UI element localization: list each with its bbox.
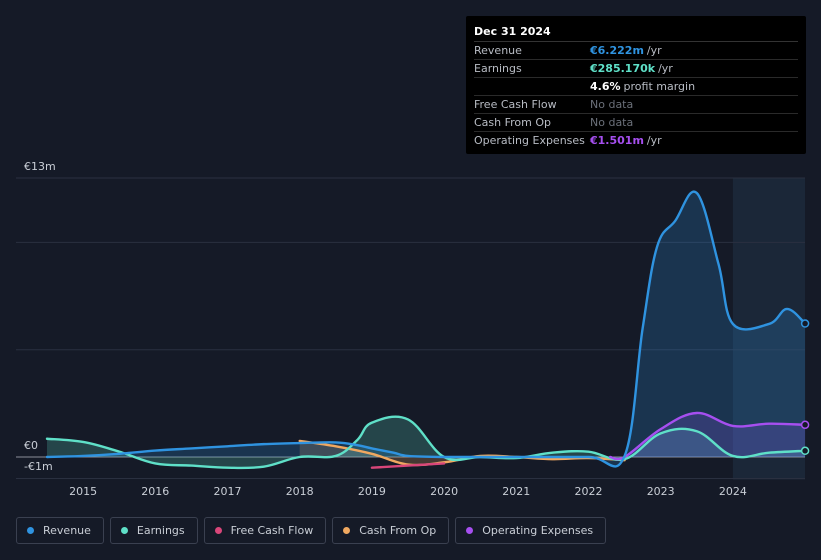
- x-tick-label: 2019: [358, 485, 386, 498]
- x-tick-label: 2024: [719, 485, 747, 498]
- legend-label: Revenue: [43, 524, 91, 537]
- tooltip-row-value: €1.501m: [590, 134, 644, 147]
- tooltip-row-label: Cash From Op: [474, 116, 552, 129]
- y-label-zero: €0: [24, 439, 38, 452]
- legend-dot-icon: [466, 527, 474, 534]
- tooltip: Dec 31 2024 Revenue €6.222m/yr Earnings €28…: [466, 16, 806, 154]
- legend-label: Free Cash Flow: [230, 524, 314, 537]
- x-tick-label: 2022: [575, 485, 603, 498]
- legend-item[interactable]: Free Cash Flow: [203, 517, 327, 544]
- x-tick-label: 2017: [214, 485, 242, 498]
- legend-item[interactable]: Cash From Op: [332, 517, 450, 544]
- tooltip-row-label: Operating Expenses: [474, 134, 585, 147]
- free-cash-flow-line: [370, 462, 446, 469]
- tooltip-row: Operating Expenses €1.501m/yr: [474, 132, 798, 149]
- legend-item[interactable]: Revenue: [16, 517, 104, 544]
- legend-dot-icon: [27, 527, 34, 534]
- legend: Revenue Earnings Free Cash Flow Cash From O…: [16, 517, 607, 544]
- tooltip-row-label: Free Cash Flow: [474, 98, 557, 111]
- tooltip-row-label: Earnings: [474, 62, 522, 75]
- tooltip-row-value: 4.6%: [590, 80, 621, 93]
- legend-item[interactable]: Earnings: [109, 517, 198, 544]
- tooltip-row-unit: /yr: [658, 62, 673, 75]
- x-tick-label: 2020: [430, 485, 458, 498]
- earnings-area: [47, 416, 806, 468]
- x-tick-label: 2018: [286, 485, 314, 498]
- legend-label: Cash From Op: [359, 524, 437, 537]
- x-tick-label: 2023: [647, 485, 675, 498]
- x-tick-label: 2015: [69, 485, 97, 498]
- earnings-line: [45, 415, 807, 470]
- tooltip-row: Free Cash Flow No data: [474, 96, 798, 114]
- revenue-end-point: [800, 319, 810, 328]
- tooltip-row-value: No data: [590, 98, 634, 111]
- legend-label: Earnings: [136, 524, 185, 537]
- tooltip-row: Revenue €6.222m/yr: [474, 42, 798, 60]
- series-fills: [47, 191, 806, 468]
- series-lines: [45, 190, 807, 470]
- legend-dot-icon: [343, 527, 351, 534]
- revenue-line: [45, 190, 807, 468]
- tooltip-row-unit: profit margin: [623, 80, 696, 93]
- x-tick-label: 2021: [502, 485, 530, 498]
- legend-label: Operating Expenses: [482, 524, 594, 537]
- legend-dot-icon: [214, 527, 222, 534]
- tooltip-row-value: €6.222m: [590, 44, 644, 57]
- legend-dot-icon: [120, 527, 128, 534]
- operating-expenses-end-point: [800, 420, 810, 430]
- series-end-dots: [800, 319, 810, 456]
- x-tick-label: 2016: [141, 485, 169, 498]
- tooltip-row-label: Revenue: [474, 44, 522, 57]
- revenue-area: [47, 191, 806, 467]
- y-label-bottom: -€1m: [24, 460, 53, 473]
- tooltip-row-value: €285.170k: [590, 62, 656, 75]
- chart-area: 2015 2016 2017 2018 2019 2020 2021 2022 2023 2024…: [16, 160, 810, 498]
- tooltip-date: Dec 31 2024: [474, 24, 798, 42]
- tooltip-row: Earnings €285.170k/yr: [474, 60, 798, 78]
- tooltip-row-unit: /yr: [646, 44, 662, 57]
- earnings-end-point: [800, 446, 810, 456]
- tooltip-row-label: [474, 78, 590, 95]
- tooltip-row: Cash From Op No data: [474, 114, 798, 132]
- tooltip-row-unit: /yr: [646, 134, 662, 147]
- tooltip-row-value: No data: [590, 116, 634, 129]
- x-axis-ticks: 2015 2016 2017 2018 2019 2020 2021 2022 2023 2024: [69, 485, 747, 498]
- legend-item[interactable]: Operating Expenses: [455, 517, 607, 544]
- tooltip-row: 4.6% profit margin: [474, 78, 798, 96]
- y-label-top: €13m: [24, 160, 56, 173]
